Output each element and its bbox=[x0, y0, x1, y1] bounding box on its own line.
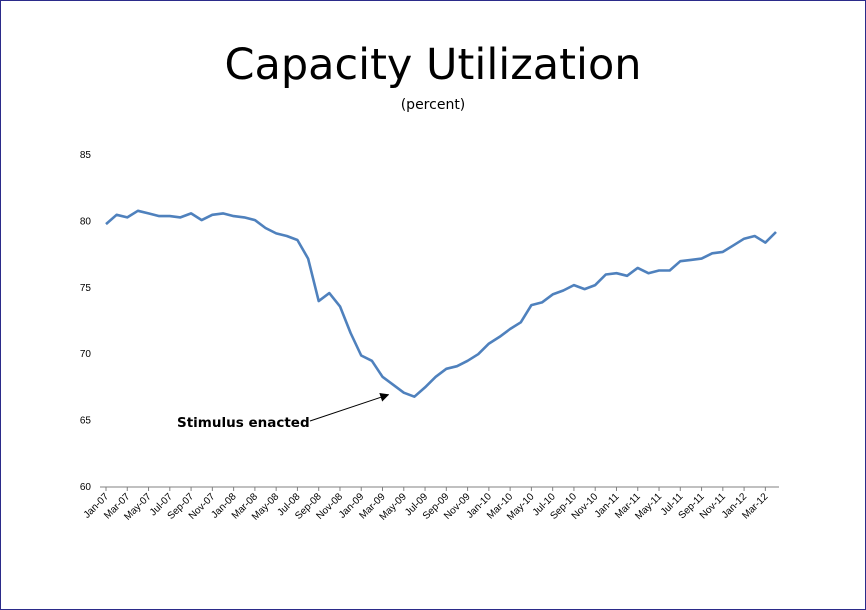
data-point bbox=[178, 215, 182, 219]
data-point bbox=[700, 257, 704, 261]
data-point bbox=[657, 269, 661, 273]
data-point bbox=[115, 213, 119, 217]
data-point bbox=[625, 274, 629, 278]
data-point bbox=[264, 226, 268, 230]
data-point bbox=[295, 238, 299, 242]
data-point bbox=[338, 304, 342, 308]
y-tick-label: 65 bbox=[80, 416, 92, 427]
data-point bbox=[434, 375, 438, 379]
data-point bbox=[678, 259, 682, 263]
y-axis-ticks: 60 65 70 75 80 85 bbox=[80, 150, 92, 493]
data-point bbox=[317, 299, 321, 303]
data-point bbox=[561, 288, 565, 292]
data-point bbox=[444, 367, 448, 371]
data-point bbox=[540, 300, 544, 304]
data-point bbox=[614, 271, 618, 275]
data-point bbox=[742, 237, 746, 241]
data-point bbox=[147, 211, 151, 215]
data-point bbox=[710, 251, 714, 255]
data-point bbox=[519, 320, 523, 324]
y-tick-label: 60 bbox=[80, 482, 92, 493]
data-point bbox=[168, 214, 172, 218]
data-point bbox=[221, 211, 225, 215]
data-point bbox=[423, 385, 427, 389]
data-point bbox=[391, 383, 395, 387]
series-points bbox=[104, 209, 778, 399]
data-point bbox=[455, 364, 459, 368]
data-point bbox=[285, 234, 289, 238]
data-point bbox=[381, 375, 385, 379]
data-point bbox=[402, 391, 406, 395]
data-point bbox=[104, 222, 108, 226]
data-point bbox=[359, 354, 363, 358]
series-line-capacity-utilization bbox=[105, 209, 777, 398]
data-point bbox=[593, 283, 597, 287]
data-point bbox=[583, 287, 587, 291]
data-point bbox=[412, 395, 416, 399]
data-point bbox=[125, 215, 129, 219]
data-point bbox=[466, 359, 470, 363]
data-point bbox=[604, 273, 608, 277]
data-point bbox=[370, 359, 374, 363]
data-point bbox=[668, 269, 672, 273]
annotation-stimulus-enacted: Stimulus enacted bbox=[177, 415, 310, 431]
data-point bbox=[487, 342, 491, 346]
data-point bbox=[646, 271, 650, 275]
data-point bbox=[529, 303, 533, 307]
data-point bbox=[327, 291, 331, 295]
chart-title: Capacity Utilization bbox=[224, 40, 642, 90]
data-point bbox=[721, 250, 725, 254]
data-point bbox=[508, 327, 512, 331]
data-point bbox=[157, 214, 161, 218]
data-point bbox=[274, 231, 278, 235]
data-point bbox=[689, 258, 693, 262]
data-point bbox=[731, 243, 735, 247]
chart-subtitle: (percent) bbox=[400, 97, 466, 113]
data-point bbox=[232, 214, 236, 218]
data-point bbox=[136, 209, 140, 213]
x-axis-ticks: Jan-07Mar-07May-07Jul-07Sep-07Nov-07Jan-… bbox=[82, 487, 771, 523]
data-point bbox=[253, 218, 257, 222]
data-point bbox=[636, 266, 640, 270]
data-point bbox=[763, 241, 767, 245]
data-point bbox=[210, 213, 214, 217]
data-point bbox=[753, 234, 757, 238]
data-point bbox=[551, 292, 555, 296]
data-point bbox=[242, 215, 246, 219]
data-point bbox=[189, 211, 193, 215]
data-point bbox=[476, 352, 480, 356]
annotation-arrow bbox=[309, 393, 390, 422]
y-tick-label: 80 bbox=[80, 216, 92, 227]
data-point bbox=[200, 218, 204, 222]
data-point bbox=[306, 257, 310, 261]
data-point bbox=[497, 335, 501, 339]
y-tick-label: 70 bbox=[80, 349, 92, 360]
y-tick-label: 75 bbox=[80, 283, 92, 294]
data-point bbox=[349, 331, 353, 335]
data-point bbox=[774, 230, 778, 234]
y-tick-label: 85 bbox=[80, 150, 92, 161]
data-point bbox=[572, 283, 576, 287]
